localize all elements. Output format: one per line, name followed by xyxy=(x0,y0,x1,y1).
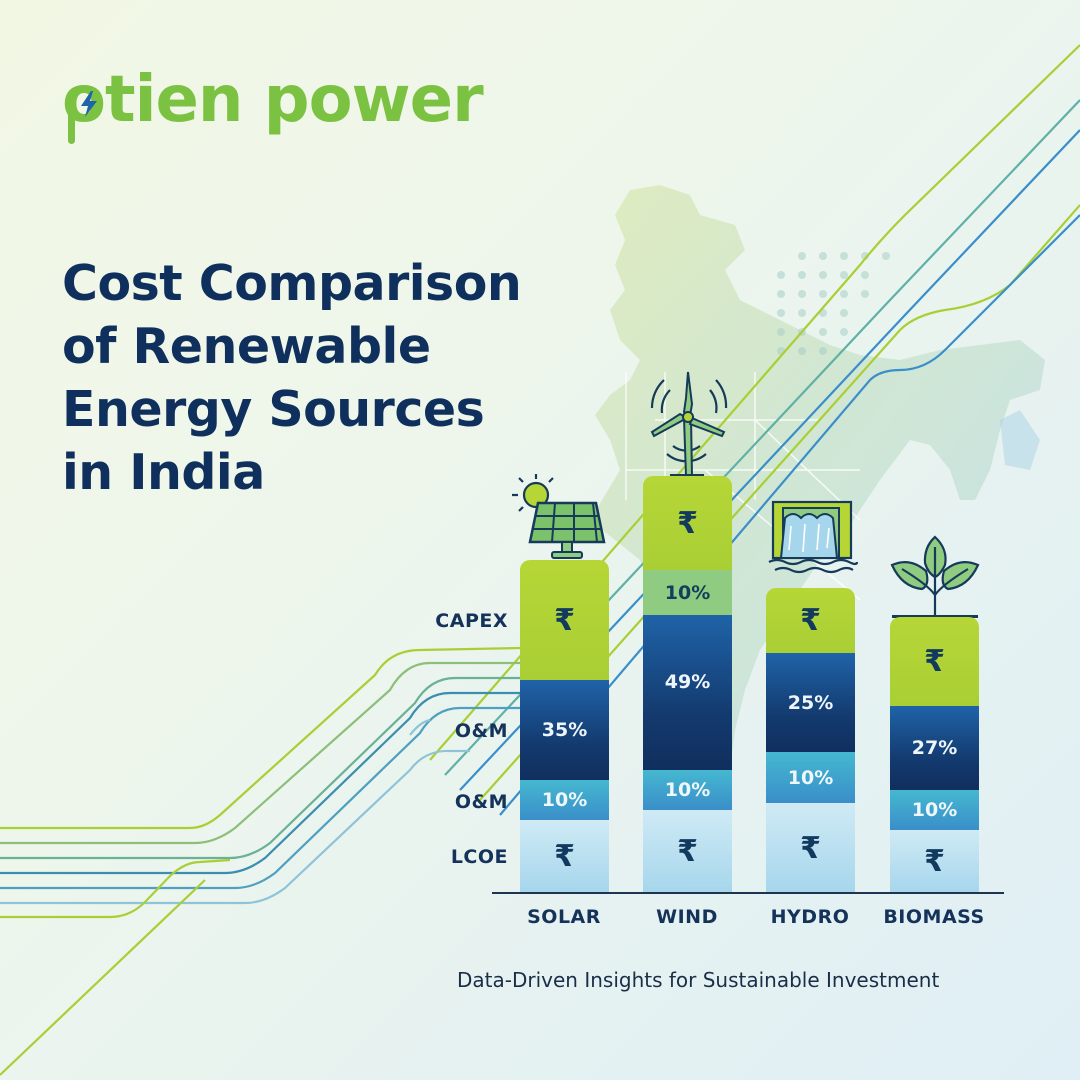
segment-capex: ₹ xyxy=(766,588,855,653)
lightning-bolt-icon xyxy=(81,91,97,117)
x-label-solar: SOLAR xyxy=(527,906,601,928)
wind-turbine-icon xyxy=(650,371,728,477)
segment-capex: ₹ xyxy=(890,617,979,706)
logo-text: tien power xyxy=(104,63,484,137)
dot-grid xyxy=(777,252,890,355)
segment-om-upper: 27% xyxy=(890,706,979,790)
title-line-2: of Renewable xyxy=(62,318,431,375)
hydro-dam-icon xyxy=(768,500,859,574)
segment-om-upper: 35% xyxy=(520,680,609,780)
segment-om-lower: 10% xyxy=(890,790,979,830)
chart-baseline xyxy=(492,892,1004,894)
bar-solar: ₹ 35% 10% ₹ xyxy=(520,560,609,893)
bar-biomass: ₹ 27% 10% ₹ xyxy=(890,617,979,893)
row-label-om-upper: O&M xyxy=(454,720,508,742)
row-label-capex: CAPEX xyxy=(435,610,508,632)
segment-capex: ₹ xyxy=(643,476,732,570)
row-label-lcoe: LCOE xyxy=(450,846,508,868)
plant-sprout-icon xyxy=(890,535,980,618)
segment-lcoe: ₹ xyxy=(643,810,732,893)
x-label-wind: WIND xyxy=(656,906,718,928)
segment-lcoe: ₹ xyxy=(520,820,609,893)
segment-lcoe: ₹ xyxy=(766,803,855,893)
segment-om-lower: 10% xyxy=(643,770,732,810)
solar-panel-icon xyxy=(512,474,606,559)
logo-stem xyxy=(68,112,75,144)
x-label-hydro: HYDRO xyxy=(770,906,850,928)
title-line-1: Cost Comparison xyxy=(62,255,522,312)
segment-extra: 10% xyxy=(643,570,732,615)
bar-hydro: ₹ 25% 10% ₹ xyxy=(766,588,855,893)
bar-wind: ₹ 10% 49% 10% ₹ xyxy=(643,476,732,893)
page-title: Cost Comparison of Renewable Energy Sour… xyxy=(62,252,582,504)
segment-lcoe: ₹ xyxy=(890,830,979,893)
x-label-biomass: BIOMASS xyxy=(883,906,985,928)
title-line-3: Energy Sources xyxy=(62,381,485,438)
logo-o-with-bolt: o xyxy=(62,68,106,144)
title-line-4: in India xyxy=(62,444,265,501)
segment-om-upper: 25% xyxy=(766,653,855,752)
brand-logo: o tien power xyxy=(62,68,484,144)
row-label-om-lower: O&M xyxy=(454,791,508,813)
segment-om-upper: 49% xyxy=(643,615,732,770)
segment-om-lower: 10% xyxy=(766,752,855,803)
subtitle: Data-Driven Insights for Sustainable Inv… xyxy=(457,968,940,992)
segment-om-lower: 10% xyxy=(520,780,609,820)
segment-capex: ₹ xyxy=(520,560,609,680)
